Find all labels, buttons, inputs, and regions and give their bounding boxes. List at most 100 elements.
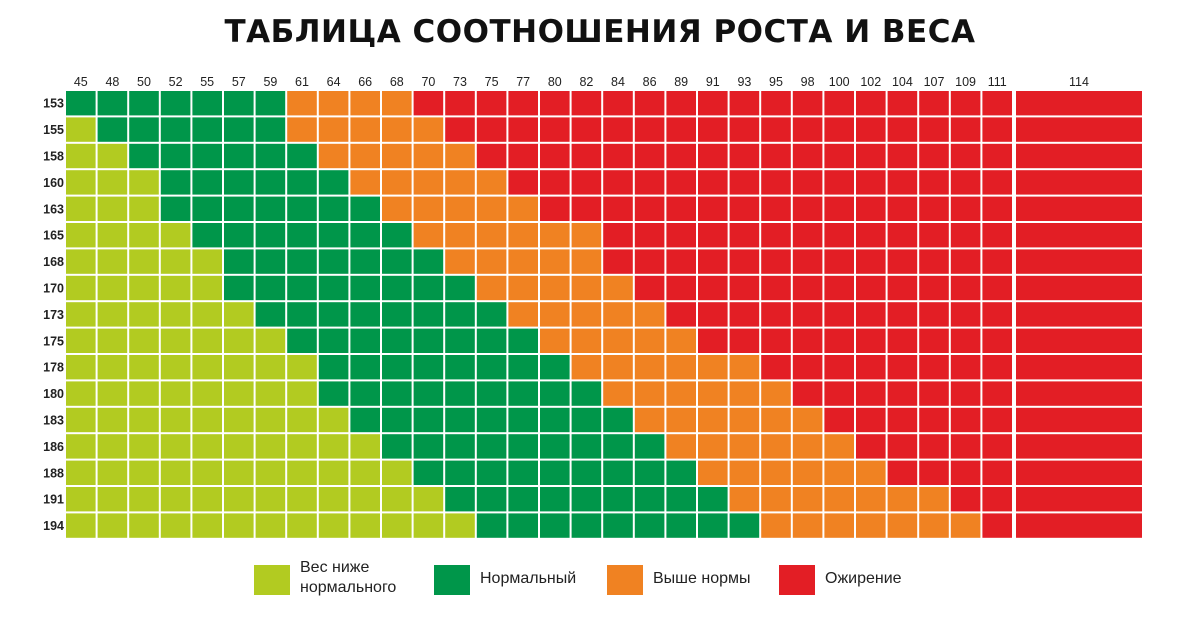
heatmap-cell-normal — [508, 460, 538, 485]
heatmap-cell-underweight — [160, 302, 191, 327]
heatmap-cell-normal — [318, 381, 349, 406]
heatmap-cell-obese — [887, 117, 918, 142]
heatmap-cell-obese — [729, 328, 760, 353]
heatmap-cell-obese — [887, 381, 918, 406]
heatmap-cell-obese — [887, 355, 918, 380]
heatmap-cell-overweight — [508, 302, 538, 327]
heatmap-cell-obese — [950, 302, 981, 327]
heatmap-cell-overweight — [287, 117, 317, 142]
heatmap-cell-underweight — [66, 460, 96, 485]
heatmap-cell-underweight — [66, 513, 96, 538]
heatmap-cell-obese — [729, 196, 760, 221]
heatmap-cell-normal — [224, 249, 254, 274]
heatmap-cell-overweight — [476, 170, 507, 195]
weight-tick-label: 80 — [548, 75, 562, 89]
heatmap-cell-obese — [919, 275, 949, 301]
heatmap-cell-obese — [445, 91, 475, 116]
heatmap-cell-normal — [224, 117, 254, 142]
heatmap-cell-obese — [856, 407, 886, 433]
weight-tick-label: 102 — [860, 75, 881, 89]
heatmap-cell-normal — [382, 275, 412, 301]
heatmap-cell-overweight — [824, 487, 854, 512]
heatmap-cell-underweight — [224, 407, 254, 433]
heatmap-cell-normal — [382, 434, 412, 459]
weight-tick-label: 52 — [169, 75, 183, 89]
heatmap-cell-underweight — [255, 381, 286, 406]
heatmap-cell-underweight — [350, 513, 380, 538]
heatmap-cell-overweight — [571, 302, 602, 327]
heatmap-cell-normal — [540, 407, 570, 433]
weight-tick-label: 107 — [924, 75, 945, 89]
heatmap-cell-normal — [350, 223, 380, 248]
heatmap-cell-obese — [634, 223, 665, 248]
heatmap-cell-obese — [950, 328, 981, 353]
heatmap-cell-obese — [950, 381, 981, 406]
heatmap-cell-underweight — [255, 328, 286, 353]
heatmap-cell-obese — [982, 117, 1012, 142]
heatmap-cell-overweight — [445, 196, 475, 221]
heatmap-cell-obese — [856, 355, 886, 380]
weight-tick-label: 59 — [263, 75, 277, 89]
heatmap-cell-obese — [571, 170, 602, 195]
heatmap-cell-underweight — [66, 328, 96, 353]
heatmap-cell-normal — [287, 223, 317, 248]
heatmap-cell-obese — [887, 434, 918, 459]
heatmap-cell-normal — [634, 487, 665, 512]
heatmap-cell-normal — [603, 487, 633, 512]
heatmap-cell-obese — [729, 302, 760, 327]
heatmap-cell-obese — [856, 328, 886, 353]
heatmap-cell-overweight — [792, 460, 823, 485]
heatmap-cell-obese — [950, 434, 981, 459]
weight-tick-label: 73 — [453, 75, 467, 89]
heatmap-cell-normal — [445, 434, 475, 459]
heatmap-cell-underweight — [255, 460, 286, 485]
heatmap-cell-obese — [634, 91, 665, 116]
heatmap-cell-overweight — [729, 381, 760, 406]
heatmap-cell-obese — [698, 249, 728, 274]
weight-tick-label: 45 — [74, 75, 88, 89]
heatmap-cell-normal — [160, 170, 191, 195]
height-tick-label: 188 — [43, 466, 64, 480]
heatmap-cell-overweight — [603, 355, 633, 380]
heatmap-cell-normal — [318, 355, 349, 380]
heatmap-cell-obese — [919, 434, 949, 459]
heatmap-cell-underweight — [97, 355, 128, 380]
heatmap-cell-normal — [287, 170, 317, 195]
heatmap-cell-normal — [634, 434, 665, 459]
weight-tick-label: 66 — [358, 75, 372, 89]
heatmap-cell-underweight — [97, 302, 128, 327]
heatmap-cell-normal — [255, 91, 286, 116]
heatmap-cell-overweight — [476, 223, 507, 248]
heatmap-cell-obese — [761, 302, 791, 327]
heatmap-cell-obese — [729, 117, 760, 142]
heatmap-cell-underweight — [287, 513, 317, 538]
weight-tick-label: 50 — [137, 75, 151, 89]
heatmap-cell-normal — [603, 407, 633, 433]
heatmap-cell-obese — [792, 91, 823, 116]
heatmap-cell-overweight — [571, 275, 602, 301]
height-tick-label: 180 — [43, 387, 64, 401]
heatmap-cell-obese — [950, 249, 981, 274]
heatmap-cell-obese — [1016, 355, 1142, 380]
heatmap-cell-overweight — [445, 170, 475, 195]
heatmap-cell-overweight — [824, 434, 854, 459]
heatmap-cell-overweight — [856, 460, 886, 485]
heatmap-cell-normal — [350, 275, 380, 301]
heatmap-cell-normal — [66, 91, 96, 116]
heatmap-cell-normal — [476, 460, 507, 485]
heatmap-cell-overweight — [445, 223, 475, 248]
heatmap-cell-normal — [318, 223, 349, 248]
heatmap-cell-normal — [445, 328, 475, 353]
heatmap-cell-normal — [413, 407, 444, 433]
heatmap-cell-normal — [350, 328, 380, 353]
heatmap-cell-obese — [761, 170, 791, 195]
heatmap-cell-normal — [540, 381, 570, 406]
height-tick-label: 168 — [43, 255, 64, 269]
heatmap-cell-normal — [445, 381, 475, 406]
heatmap-cell-overweight — [729, 407, 760, 433]
heatmap-cell-obese — [729, 143, 760, 169]
heatmap-cell-overweight — [666, 434, 696, 459]
heatmap-cell-obese — [950, 460, 981, 485]
heatmap-cell-underweight — [97, 460, 128, 485]
heatmap-cell-obese — [1016, 487, 1142, 512]
